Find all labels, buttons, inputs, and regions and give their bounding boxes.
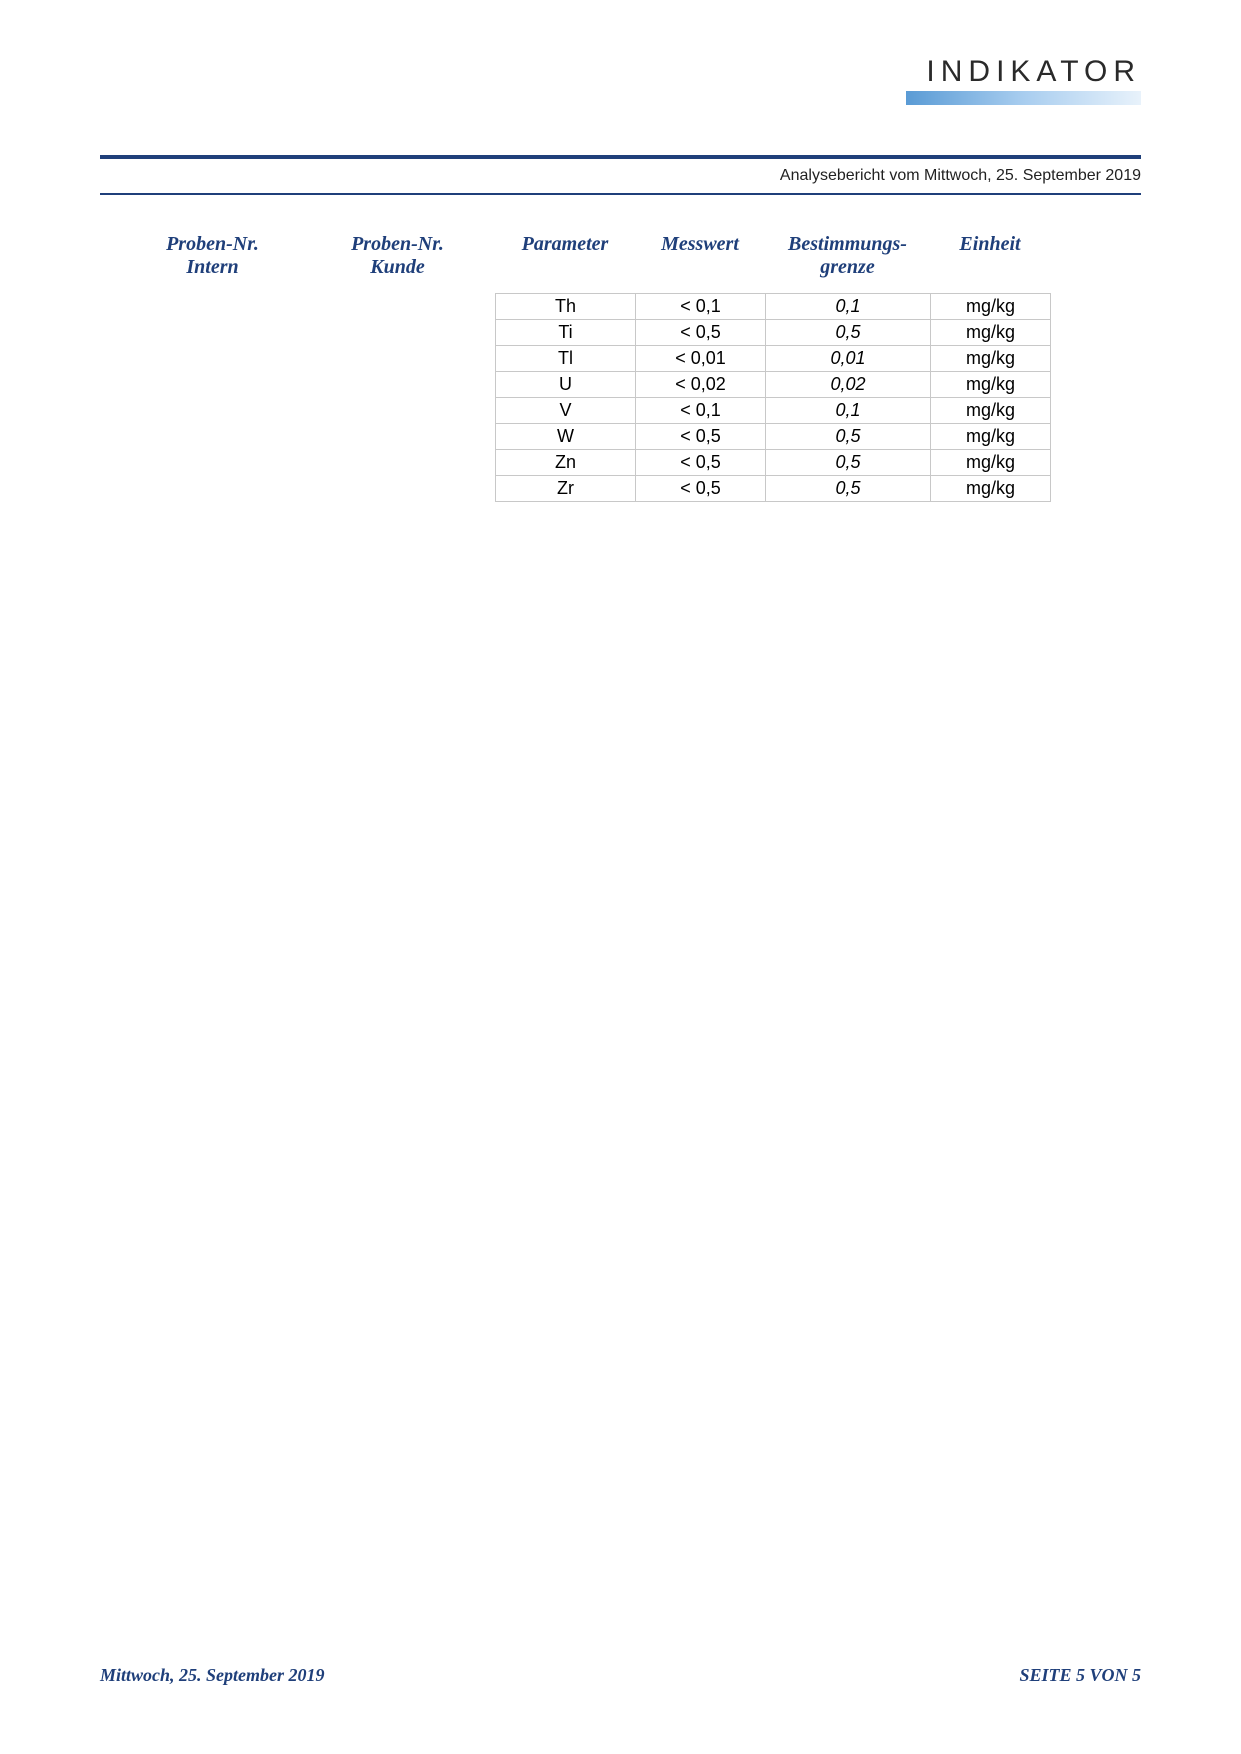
header-messwert: Messwert — [635, 233, 765, 279]
cell-grenze: 0,02 — [766, 372, 931, 398]
table-row: Ti< 0,50,5mg/kg — [496, 320, 1051, 346]
page: INDIKATOR Analysebericht vom Mittwoch, 2… — [0, 0, 1241, 1754]
cell-grenze: 0,1 — [766, 294, 931, 320]
data-table-body: Th< 0,10,1mg/kgTi< 0,50,5mg/kgTl< 0,010,… — [496, 294, 1051, 502]
header-grenze-l2: grenze — [820, 256, 874, 278]
header-kunde-l2: Kunde — [370, 256, 424, 278]
cell-einheit: mg/kg — [931, 346, 1051, 372]
cell-messwert: < 0,1 — [636, 294, 766, 320]
table-row: U< 0,020,02mg/kg — [496, 372, 1051, 398]
header-einheit-text: Einheit — [959, 233, 1020, 255]
header-parameter: Parameter — [495, 233, 635, 279]
cell-messwert: < 0,5 — [636, 424, 766, 450]
logo-gradient-bar — [906, 91, 1141, 105]
cell-parameter: V — [496, 398, 636, 424]
header-intern-l2: Intern — [186, 256, 238, 278]
column-headers: Proben-Nr. Intern Proben-Nr. Kunde Param… — [100, 233, 1141, 279]
cell-parameter: Ti — [496, 320, 636, 346]
report-date-line: Analysebericht vom Mittwoch, 25. Septemb… — [780, 167, 1141, 185]
logo-text: INDIKATOR — [906, 55, 1141, 89]
table-row: Tl< 0,010,01mg/kg — [496, 346, 1051, 372]
header-parameter-text: Parameter — [522, 233, 609, 255]
cell-messwert: < 0,02 — [636, 372, 766, 398]
footer-date: Mittwoch, 25. September 2019 — [100, 1665, 325, 1686]
cell-parameter: Th — [496, 294, 636, 320]
footer-page: SEITE 5 VON 5 — [1019, 1665, 1141, 1686]
header-grenze-l1: Bestimmungs- — [788, 233, 907, 255]
cell-einheit: mg/kg — [931, 398, 1051, 424]
header-intern-l1: Proben-Nr. — [166, 233, 259, 255]
subheader-row: Analysebericht vom Mittwoch, 25. Septemb… — [100, 159, 1141, 193]
table-row: Th< 0,10,1mg/kg — [496, 294, 1051, 320]
cell-einheit: mg/kg — [931, 450, 1051, 476]
header-einheit: Einheit — [930, 233, 1050, 279]
header-kunde-l1: Proben-Nr. — [351, 233, 444, 255]
content: Proben-Nr. Intern Proben-Nr. Kunde Param… — [100, 233, 1141, 502]
cell-parameter: Tl — [496, 346, 636, 372]
footer: Mittwoch, 25. September 2019 SEITE 5 VON… — [100, 1665, 1141, 1686]
cell-grenze: 0,01 — [766, 346, 931, 372]
cell-messwert: < 0,01 — [636, 346, 766, 372]
header-grenze: Bestimmungs- grenze — [765, 233, 930, 279]
table-row: W< 0,50,5mg/kg — [496, 424, 1051, 450]
cell-messwert: < 0,1 — [636, 398, 766, 424]
cell-einheit: mg/kg — [931, 424, 1051, 450]
cell-grenze: 0,5 — [766, 476, 931, 502]
cell-messwert: < 0,5 — [636, 320, 766, 346]
cell-einheit: mg/kg — [931, 372, 1051, 398]
cell-einheit: mg/kg — [931, 476, 1051, 502]
divider-thin — [100, 193, 1141, 195]
cell-grenze: 0,5 — [766, 320, 931, 346]
cell-messwert: < 0,5 — [636, 450, 766, 476]
cell-messwert: < 0,5 — [636, 476, 766, 502]
cell-parameter: Zr — [496, 476, 636, 502]
cell-einheit: mg/kg — [931, 294, 1051, 320]
cell-einheit: mg/kg — [931, 320, 1051, 346]
header-intern: Proben-Nr. Intern — [100, 233, 300, 279]
cell-parameter: U — [496, 372, 636, 398]
cell-parameter: Zn — [496, 450, 636, 476]
logo: INDIKATOR — [906, 55, 1141, 105]
header-messwert-text: Messwert — [661, 233, 739, 255]
table-row: Zr< 0,50,5mg/kg — [496, 476, 1051, 502]
cell-parameter: W — [496, 424, 636, 450]
data-table: Th< 0,10,1mg/kgTi< 0,50,5mg/kgTl< 0,010,… — [495, 293, 1051, 502]
cell-grenze: 0,5 — [766, 450, 931, 476]
cell-grenze: 0,5 — [766, 424, 931, 450]
table-row: Zn< 0,50,5mg/kg — [496, 450, 1051, 476]
cell-grenze: 0,1 — [766, 398, 931, 424]
table-row: V< 0,10,1mg/kg — [496, 398, 1051, 424]
header-kunde: Proben-Nr. Kunde — [300, 233, 495, 279]
